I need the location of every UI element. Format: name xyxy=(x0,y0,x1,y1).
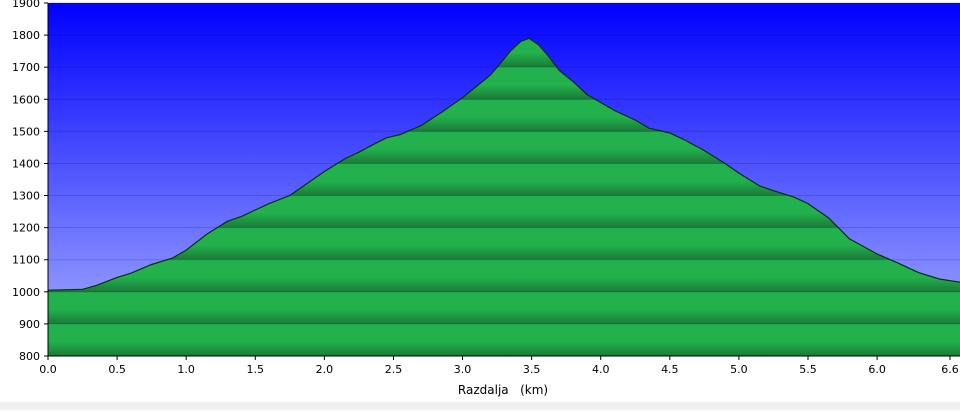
elevation-area xyxy=(48,38,960,356)
x-tick-label-6.0: 6.0 xyxy=(868,363,886,376)
x-axis-title: Razdalja (km) xyxy=(458,383,548,397)
x-tick-label-2.5: 2.5 xyxy=(385,363,403,376)
axes xyxy=(44,2,960,360)
y-tick-label-1200: 1200 xyxy=(12,222,40,235)
x-axis-tick-labels: 0.0 0.5 1.0 1.5 2.0 2.5 3.0 3.5 4.0 4.5 5.0 5.5 6.0 6… xyxy=(39,363,959,376)
x-tick-label-5.0: 5.0 xyxy=(730,363,748,376)
elevation-outline xyxy=(48,37,960,291)
x-tick-label-4.0: 4.0 xyxy=(592,363,610,376)
y-tick-label-800: 800 xyxy=(19,350,40,363)
y-tick-label-1500: 1500 xyxy=(12,125,40,138)
x-tick-label-1.5: 1.5 xyxy=(247,363,265,376)
x-tick-label-6.6: 6.6 xyxy=(941,363,959,376)
y-tick-label-1600: 1600 xyxy=(12,93,40,106)
y-tick-label-900: 900 xyxy=(19,318,40,331)
y-tick-label-1400: 1400 xyxy=(12,157,40,170)
x-tick-label-2.0: 2.0 xyxy=(316,363,334,376)
y-tick-label-1300: 1300 xyxy=(12,190,40,203)
x-tick-label-0.5: 0.5 xyxy=(108,363,126,376)
bottom-band xyxy=(0,402,960,410)
y-tick-label-1900: 1900 xyxy=(12,0,40,10)
x-tick-label-1.0: 1.0 xyxy=(177,363,195,376)
y-tick-label-1000: 1000 xyxy=(12,286,40,299)
gridlines xyxy=(48,2,960,325)
x-tick-label-4.5: 4.5 xyxy=(661,363,679,376)
y-tick-label-1100: 1100 xyxy=(12,254,40,267)
x-tick-label-3.0: 3.0 xyxy=(454,363,472,376)
y-tick-label-1700: 1700 xyxy=(12,61,40,74)
x-tick-label-0.0: 0.0 xyxy=(39,363,57,376)
y-tick-label-1800: 1800 xyxy=(12,29,40,42)
x-tick-label-5.5: 5.5 xyxy=(799,363,817,376)
y-axis-tick-labels: 800 900 1000 1100 1200 1300 1400 1500 1600 1700 18… xyxy=(12,0,40,363)
x-tick-label-3.5: 3.5 xyxy=(523,363,541,376)
